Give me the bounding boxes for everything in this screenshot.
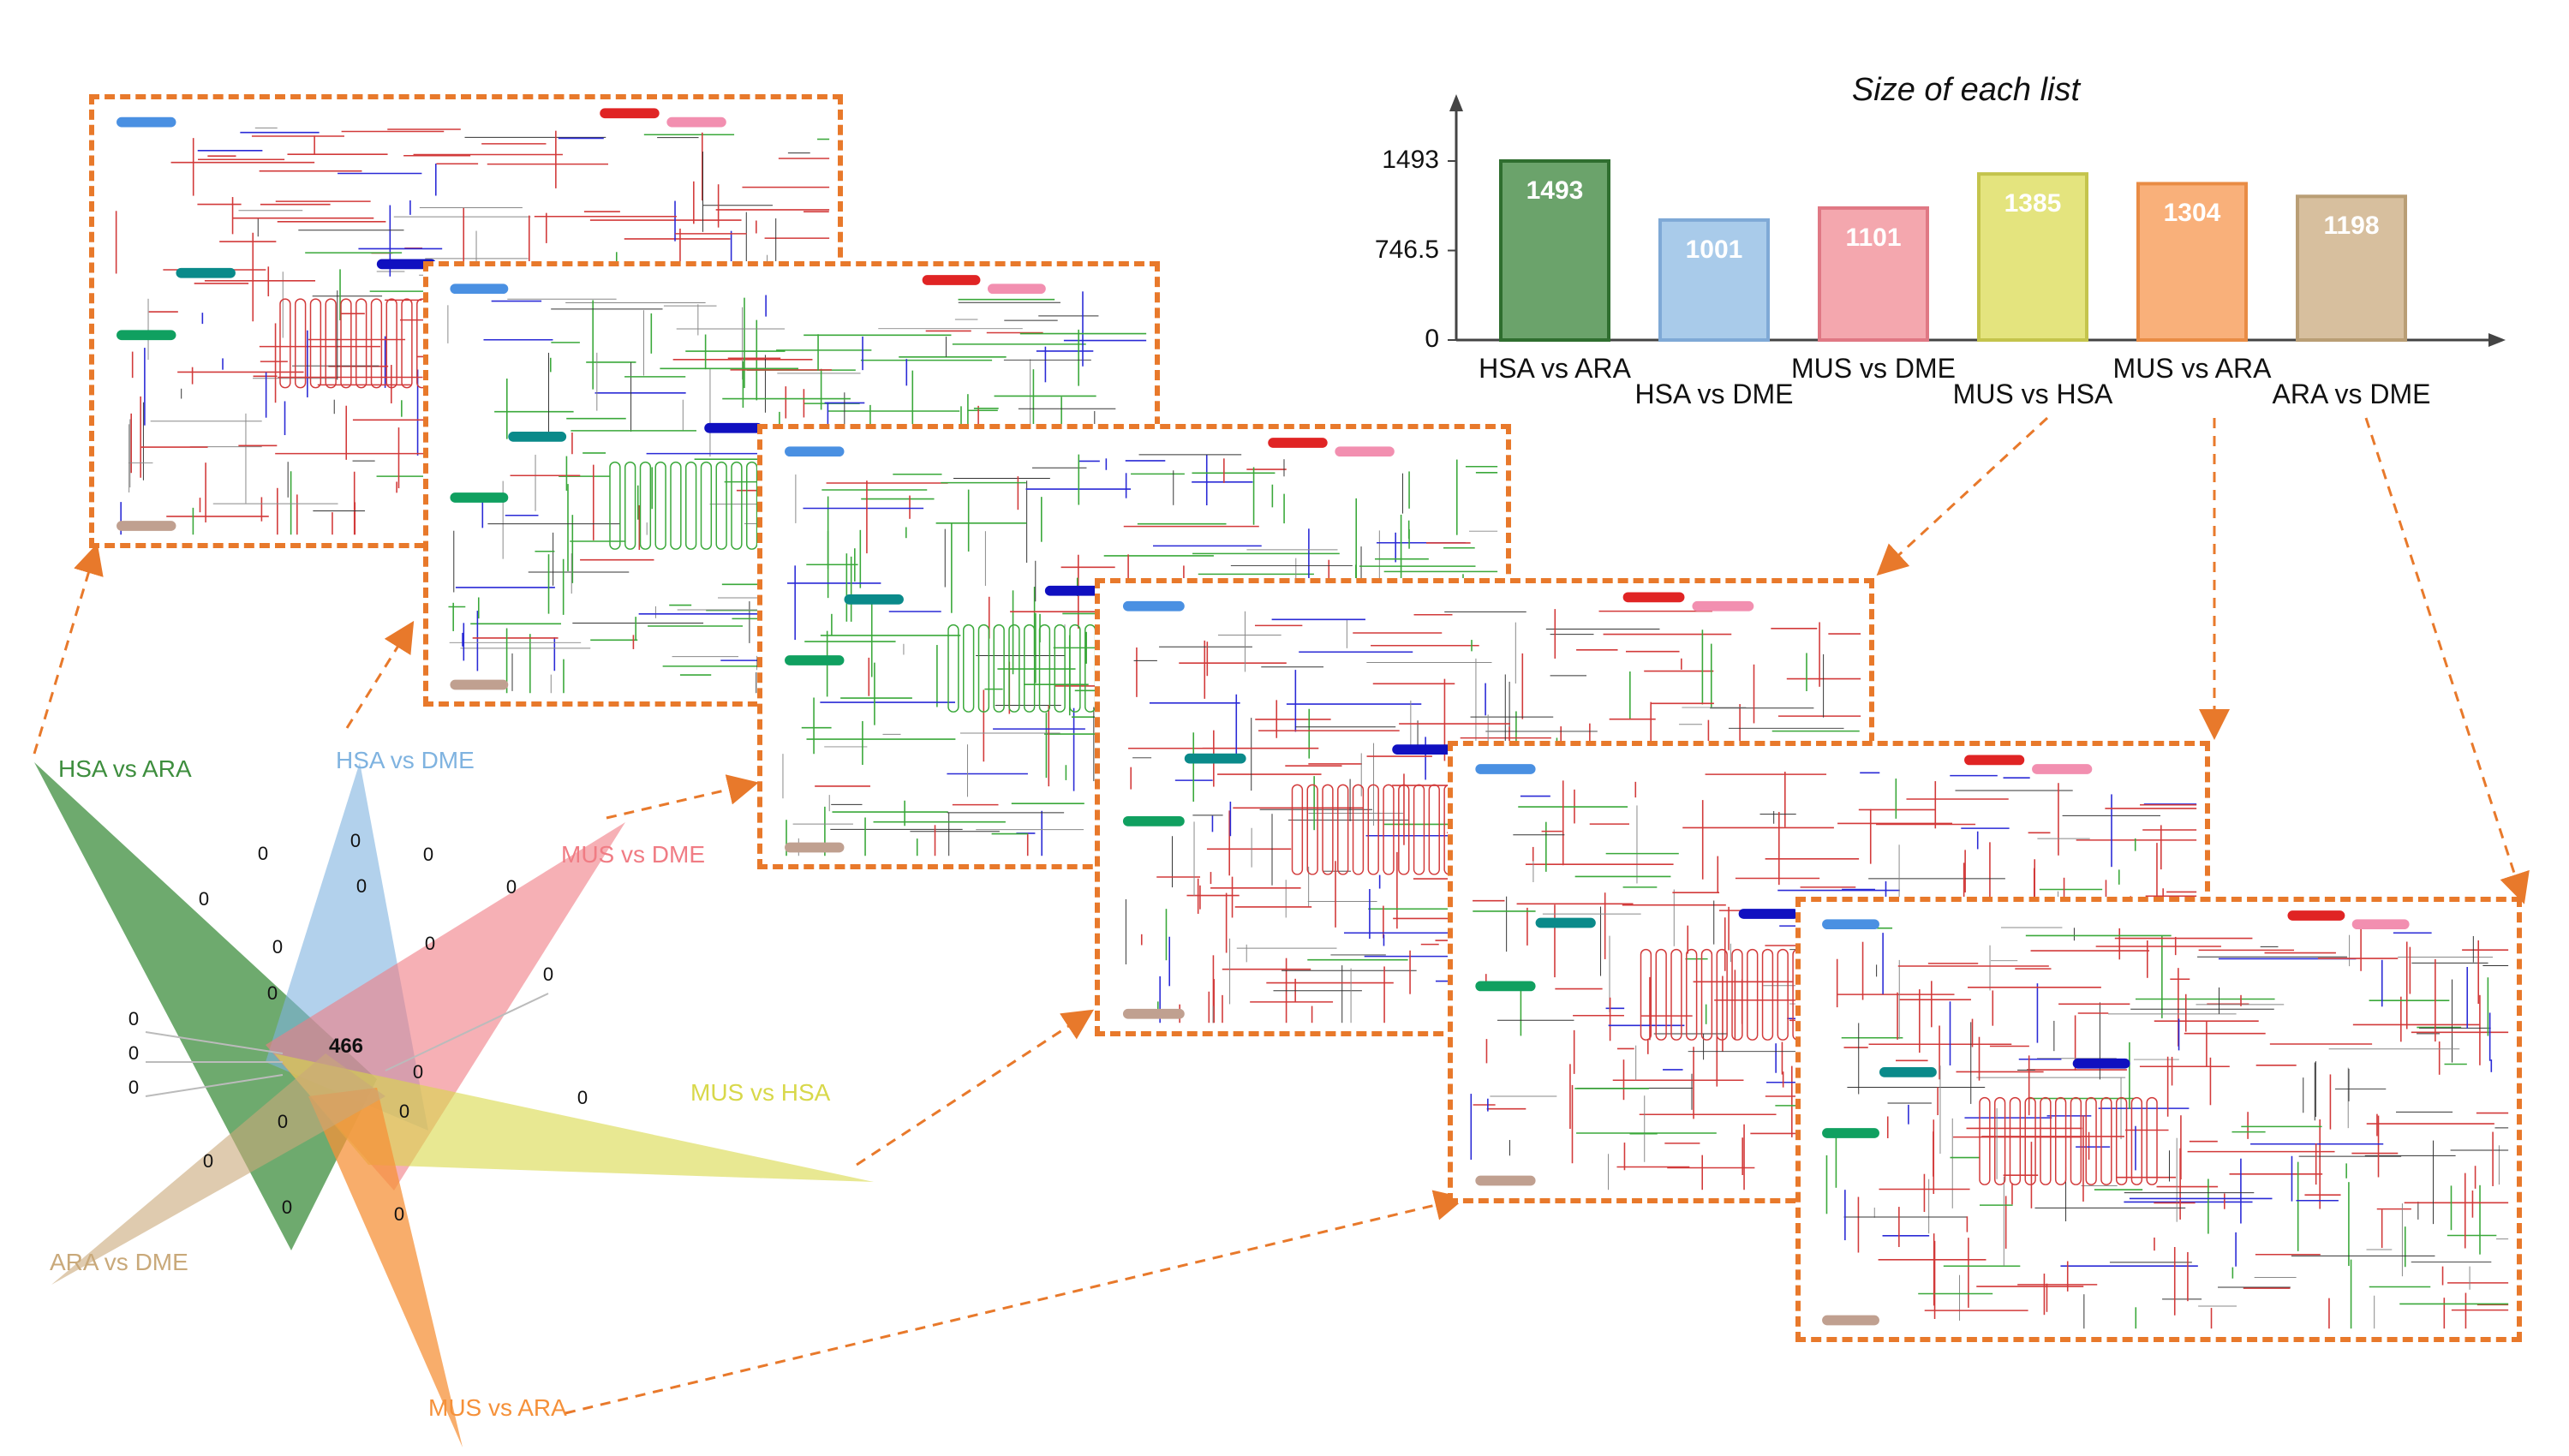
category-label: MUS vs HSA: [1952, 379, 2113, 409]
venn-label-hsa-dme: HSA vs DME: [336, 747, 475, 773]
venn-region-value: 0: [128, 1042, 140, 1064]
venn-region-value: 0: [422, 844, 434, 865]
venn-label-mus-ara: MUS vs ARA: [428, 1394, 567, 1421]
venn-region-value: 0: [272, 936, 284, 958]
category-label: HSA vs ARA: [1479, 353, 1631, 384]
venn-region-value: 0: [412, 1061, 424, 1083]
category-label: MUS vs DME: [1791, 353, 1956, 384]
venn-center-count: 466: [328, 1035, 364, 1058]
venn-region-value: 0: [505, 876, 517, 898]
venn-region-value: 0: [393, 1203, 405, 1225]
x-axis-arrow: [2488, 333, 2506, 347]
venn-region-value: 0: [424, 933, 436, 954]
bar-0: [1499, 159, 1610, 342]
venn-region-value: 0: [281, 1196, 293, 1218]
venn-label-mus-hsa: MUS vs HSA: [690, 1079, 831, 1106]
category-label: MUS vs ARA: [2112, 353, 2272, 384]
bar-chart: [1448, 94, 2506, 347]
venn-region-value: 0: [355, 875, 367, 897]
y-tick-label: 0: [1425, 325, 1439, 353]
bar-2: [1818, 206, 1929, 342]
bar-1: [1658, 218, 1770, 342]
venn-label-mus-dme: MUS vs DME: [561, 841, 705, 868]
bar-value-label: 1198: [2323, 212, 2380, 241]
venn-label-ara-dme: ARA vs DME: [50, 1249, 188, 1275]
venn-diagram: [34, 762, 874, 1447]
venn-label-hsa-ara: HSA vs ARA: [58, 755, 192, 782]
chart-title: Size of each list: [1851, 72, 2081, 108]
bar-5: [2296, 194, 2407, 342]
venn-region-value: 0: [577, 1087, 588, 1108]
bar-4: [2136, 182, 2248, 342]
pathway-network: [1822, 910, 2509, 1329]
venn-region-value: 0: [198, 888, 210, 910]
bar-value-label: 1304: [2163, 199, 2221, 228]
venn-set-mus-ara: [308, 1088, 463, 1447]
venn-region-value: 0: [257, 843, 269, 864]
pathway-map-panel: [1795, 897, 2522, 1342]
venn-set-ara-dme: [51, 1053, 385, 1285]
venn-region-value: 0: [277, 1111, 289, 1132]
bar-value-label: 1493: [1526, 176, 1584, 205]
venn-region-value: 0: [202, 1150, 214, 1172]
venn-region-value: 0: [542, 964, 554, 985]
arrow-chart-ara-dme: [2364, 417, 2530, 904]
y-tick-label: 746.5: [1374, 235, 1439, 264]
y-axis-arrow: [1449, 94, 1463, 111]
y-tick-label: 1493: [1382, 146, 1439, 174]
bar-value-label: 1385: [2004, 189, 2062, 218]
venn-region-value: 0: [128, 1008, 140, 1029]
bar-value-label: 1001: [1685, 235, 1743, 264]
category-label: ARA vs DME: [2272, 379, 2431, 409]
venn-set-mus-hsa: [274, 1053, 874, 1182]
venn-leader-lines: [145, 993, 549, 1097]
venn-region-value: 0: [398, 1101, 410, 1122]
bar-3: [1977, 172, 2088, 342]
venn-region-value: 0: [128, 1077, 140, 1098]
category-label: HSA vs DME: [1634, 379, 1794, 409]
bar-value-label: 1101: [1845, 223, 1902, 252]
venn-region-value: 0: [266, 982, 278, 1004]
venn-region-value: 0: [350, 830, 361, 851]
arrow-chart-mus-hsa: [1876, 416, 2049, 576]
